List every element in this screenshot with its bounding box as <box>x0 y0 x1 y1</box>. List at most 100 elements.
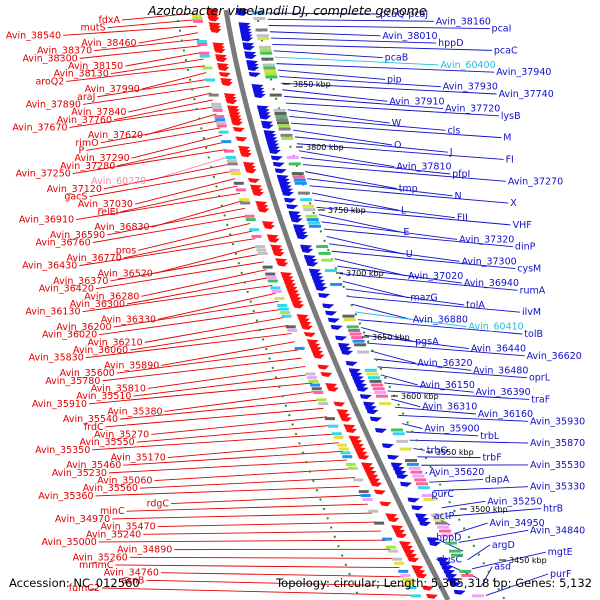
colored-feature <box>211 102 222 106</box>
colored-feature <box>406 586 417 590</box>
forward-strand-feature <box>415 513 428 519</box>
colored-feature <box>265 272 276 276</box>
colored-feature <box>303 208 316 212</box>
right-gene-label: Avin_38010 <box>382 31 437 42</box>
right-gene-label: Avin_35870 <box>530 438 585 449</box>
reverse-strand-feature <box>425 593 438 599</box>
left-gene-label: Avin_36590 <box>50 230 105 241</box>
colored-feature <box>316 245 329 249</box>
reverse-strand-feature <box>209 27 222 33</box>
right-connector <box>316 206 511 226</box>
feature-track-reverse-strand <box>206 8 438 599</box>
right-connector <box>285 102 499 117</box>
colored-feature <box>353 478 364 482</box>
reverse-strand-feature <box>362 466 375 472</box>
colored-feature <box>196 40 207 44</box>
colored-feature <box>223 149 234 153</box>
colored-feature <box>199 54 210 58</box>
forward-strand-feature <box>306 261 319 267</box>
colored-feature <box>221 140 232 144</box>
colored-feature <box>230 172 241 176</box>
right-gene-label: Avin_35530 <box>530 460 585 471</box>
right-gene-label: pgsA <box>415 336 439 347</box>
colored-feature <box>412 474 425 478</box>
right-gene-label: purC <box>431 489 454 500</box>
forward-strand-feature <box>390 462 403 468</box>
kbp-label: 3550 kbp <box>436 448 474 457</box>
left-connector <box>134 178 236 205</box>
right-gene-label: tolB <box>524 329 543 340</box>
right-connector <box>314 199 455 219</box>
right-connector <box>273 50 383 59</box>
colored-feature <box>261 57 274 61</box>
left-connector <box>125 51 203 67</box>
genome-backbone <box>223 9 451 600</box>
colored-feature <box>392 557 403 561</box>
colored-feature <box>202 66 213 70</box>
left-connector <box>113 99 214 121</box>
left-gene-label: Avin_35460 <box>66 460 121 471</box>
forward-strand-feature <box>366 409 379 415</box>
right-connector <box>337 265 462 284</box>
right-connector <box>429 479 483 483</box>
colored-feature <box>391 428 404 432</box>
left-gene-label: Avin_36280 <box>84 291 139 302</box>
colored-feature <box>346 325 359 329</box>
left-connector <box>89 170 234 197</box>
left-gene-label: Avin_36420 <box>39 284 94 295</box>
forward-strand-feature <box>426 537 439 543</box>
colored-feature <box>257 251 268 255</box>
forward-strand-feature <box>445 573 458 579</box>
left-gene-label: Avin_37760 <box>57 115 112 126</box>
left-connector <box>72 148 227 174</box>
right-connector <box>321 221 458 240</box>
reverse-strand-feature <box>415 573 428 579</box>
feature-track-colored-outer <box>252 11 484 598</box>
reverse-strand-feature <box>393 529 406 535</box>
right-connector <box>445 508 542 517</box>
colored-feature <box>330 282 343 286</box>
colored-feature <box>311 387 322 391</box>
reverse-strand-feature <box>251 191 264 197</box>
left-gene-label: Avin_35000 <box>42 537 97 548</box>
colored-feature <box>276 121 289 125</box>
right-gene-label: cls <box>447 125 460 136</box>
left-connector <box>117 141 225 167</box>
forward-strand-feature <box>350 371 363 377</box>
right-connector <box>405 431 479 437</box>
colored-feature <box>414 478 427 482</box>
colored-feature <box>294 181 307 185</box>
colored-feature <box>245 218 256 222</box>
right-gene-label: pcaC <box>494 45 518 56</box>
forward-strand-feature <box>356 386 369 392</box>
left-connector <box>154 468 351 481</box>
colored-feature <box>385 545 396 549</box>
left-gene-label: Avin_35830 <box>29 353 84 364</box>
left-connector <box>82 85 210 105</box>
forward-strand-feature <box>443 569 456 575</box>
colored-feature <box>293 178 306 182</box>
right-gene-label: Avin_36390 <box>476 387 531 398</box>
kbp-label: 3700 kbp <box>346 269 384 278</box>
colored-feature <box>309 224 322 228</box>
reverse-strand-feature <box>312 353 325 359</box>
right-connector <box>413 448 425 451</box>
reverse-strand-feature <box>218 71 231 77</box>
forward-strand-feature <box>355 383 368 389</box>
right-gene-label: purF <box>550 569 571 580</box>
left-gene-label: Avin_36300 <box>70 299 125 310</box>
reverse-strand-feature <box>230 120 243 126</box>
reverse-strand-feature <box>343 424 356 430</box>
right-connector <box>454 522 488 535</box>
reverse-strand-feature <box>411 565 424 571</box>
right-connector <box>377 366 527 379</box>
colored-feature <box>357 350 370 354</box>
right-connector <box>384 382 474 393</box>
kbp-label: 3800 kbp <box>306 143 344 152</box>
left-connector-lines <box>63 12 414 596</box>
right-gene-label: Avin_37020 <box>408 271 463 282</box>
left-gene-label: mutS <box>81 23 106 34</box>
colored-feature <box>340 451 351 455</box>
right-connector <box>351 303 411 320</box>
right-gene-label: Avin_37740 <box>499 89 554 100</box>
